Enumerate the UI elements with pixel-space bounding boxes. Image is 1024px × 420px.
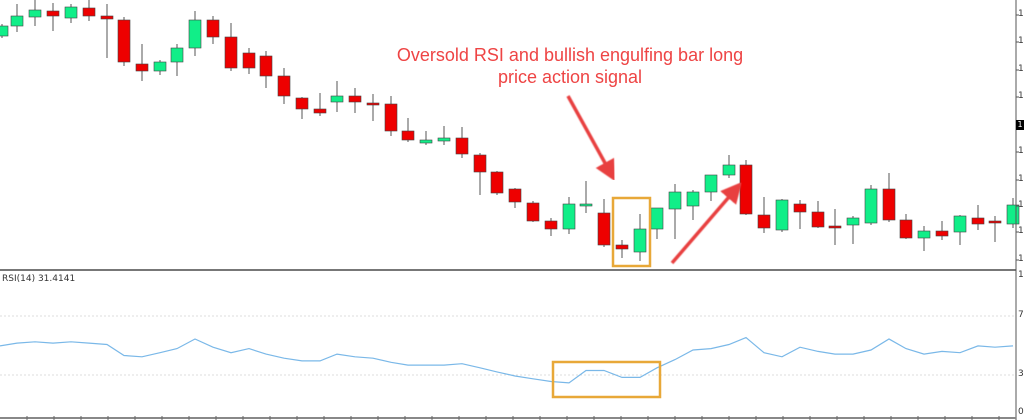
candle <box>846 216 860 244</box>
price-tick-label: 1. <box>1018 254 1024 264</box>
candle <box>384 96 398 136</box>
candle <box>935 221 949 240</box>
candle <box>295 97 309 119</box>
rsi-pane <box>0 315 1016 376</box>
candle <box>704 174 718 201</box>
annotation-line-2: price action signal <box>497 67 643 87</box>
candle <box>348 88 362 113</box>
candle <box>633 214 647 261</box>
candle <box>668 184 682 239</box>
rsi-line <box>0 336 1014 384</box>
candle <box>490 171 504 195</box>
candle <box>739 160 753 215</box>
candle <box>722 155 736 178</box>
candle <box>277 68 291 104</box>
candle <box>917 226 931 251</box>
candle <box>864 185 878 225</box>
candle <box>899 214 913 239</box>
candle <box>170 44 184 76</box>
price-tick-label: 1. <box>1018 36 1024 46</box>
candle <box>224 23 238 71</box>
candle <box>473 153 487 195</box>
signal-highlight-box <box>611 196 652 268</box>
candle <box>988 216 1002 242</box>
price-tick-label: 1. <box>1018 9 1024 19</box>
candle <box>828 209 842 245</box>
candle <box>562 197 576 234</box>
candle <box>10 4 24 32</box>
candle <box>82 0 96 21</box>
price-tick-label: 1. <box>1018 174 1024 184</box>
candle <box>330 81 344 112</box>
rsi-highlight-box <box>551 360 662 399</box>
rsi-level-label: 30 <box>1018 369 1024 379</box>
rsi-level-label: 100 <box>1018 270 1024 280</box>
candle <box>153 60 167 75</box>
candle <box>971 205 985 230</box>
candle <box>313 93 327 116</box>
candle <box>650 207 664 239</box>
candle <box>0 24 9 38</box>
arrow-down-icon <box>566 95 616 182</box>
current-price-marker: 1 <box>1016 120 1024 130</box>
candle <box>811 201 825 228</box>
price-tick-label: 1. <box>1018 64 1024 74</box>
candle <box>882 173 896 222</box>
price-tick-label: 1. <box>1018 146 1024 156</box>
candle <box>259 51 273 88</box>
candle <box>64 4 78 23</box>
rsi-indicator-label: RSI(14) 31.4141 <box>2 274 76 284</box>
candle <box>579 181 593 213</box>
price-tick-label: 1. <box>1018 200 1024 210</box>
annotation-text: Oversold RSI and bullish engulfing bar l… <box>380 44 760 88</box>
candle <box>100 4 114 58</box>
candle <box>117 17 131 66</box>
price-tick-label: 1. <box>1018 226 1024 236</box>
candle <box>188 11 202 56</box>
candle <box>135 44 149 81</box>
annotations-overlay <box>551 95 742 399</box>
candle <box>757 197 771 233</box>
candle <box>455 127 469 158</box>
arrow-up-icon <box>670 182 742 265</box>
candle <box>419 131 433 145</box>
candle <box>953 215 967 245</box>
annotation-line-1: Oversold RSI and bullish engulfing bar l… <box>396 45 744 65</box>
rsi-level-label: 0 <box>1018 407 1024 417</box>
price-tick-label: 1. <box>1018 91 1024 101</box>
candle <box>437 126 451 145</box>
rsi-level-label: 70 <box>1018 310 1024 320</box>
candle <box>526 201 540 222</box>
candle <box>793 200 807 229</box>
candle <box>46 3 60 31</box>
candle <box>508 188 522 208</box>
candle <box>597 199 611 247</box>
candlestick-series <box>0 0 1020 261</box>
candle <box>686 190 700 220</box>
candle <box>206 16 220 44</box>
candle <box>401 118 415 142</box>
candle <box>775 199 789 232</box>
candle <box>242 48 256 74</box>
candle <box>28 0 42 26</box>
candle <box>615 240 629 258</box>
candle <box>366 94 380 121</box>
candle <box>544 218 558 236</box>
